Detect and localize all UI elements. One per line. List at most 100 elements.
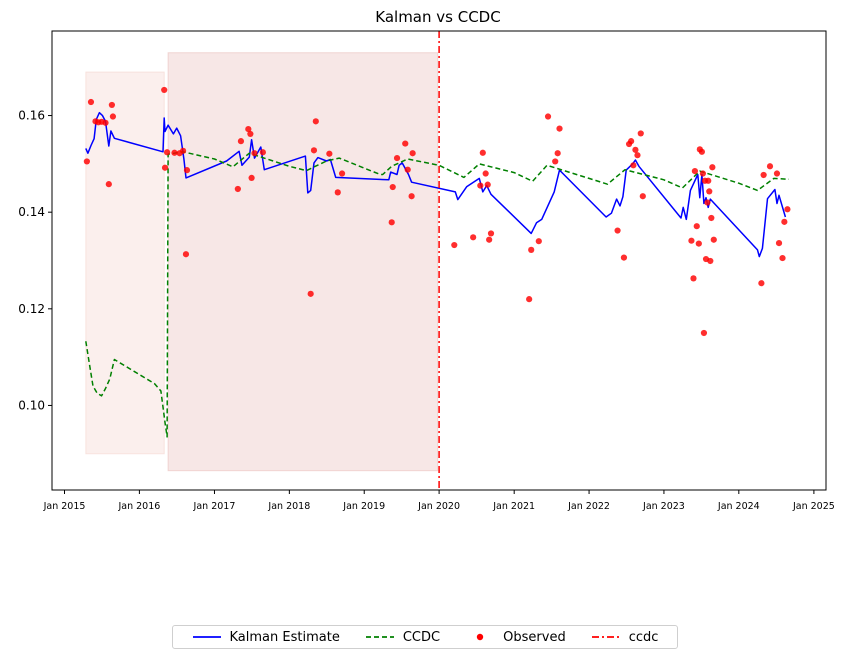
x-tick-label: Jan 2015 — [43, 501, 86, 512]
observed-point — [237, 138, 245, 145]
legend-item-ccdc-series: CCDC — [365, 630, 440, 645]
observed-point — [312, 118, 319, 125]
observed-point — [630, 162, 637, 169]
observed-point — [784, 206, 791, 213]
observed-point — [87, 98, 95, 106]
observed-point — [245, 125, 252, 133]
observed-point — [709, 164, 716, 171]
observed-point — [409, 150, 416, 157]
observed-point — [691, 168, 699, 175]
legend-label-observed: Observed — [503, 629, 566, 645]
observed-point — [706, 188, 713, 195]
x-tick-label: Jan 2016 — [117, 501, 160, 512]
observed-point — [451, 241, 458, 249]
legend-dot-icon — [476, 633, 484, 641]
x-tick-label: Jan 2017 — [193, 501, 236, 512]
observed-point — [773, 170, 781, 177]
observed-point — [83, 158, 90, 165]
observed-point — [698, 148, 705, 155]
x-tick-label: Jan 2025 — [792, 501, 835, 512]
observed-point — [247, 130, 254, 138]
shaded-region-1 — [85, 71, 165, 455]
observed-point — [620, 254, 628, 261]
x-axis: Jan 2015 Jan 2016 Jan 2017 Jan 2018 Jan 2019… — [43, 490, 835, 512]
observed-point — [234, 185, 241, 193]
observed-point — [482, 170, 489, 177]
legend-label-ccdc-line: ccdc — [628, 629, 659, 645]
legend-dashed-line-icon — [365, 636, 394, 638]
y-tick-label: 0.10 — [18, 398, 45, 412]
legend-solid-line-icon — [192, 636, 221, 638]
observed-point — [535, 238, 542, 245]
shaded-regions — [85, 52, 439, 472]
observed-point — [708, 214, 715, 222]
y-tick-label: 0.14 — [18, 205, 45, 219]
observed-point — [326, 150, 333, 157]
observed-point — [554, 150, 561, 157]
x-tick-label: Jan 2022 — [567, 501, 610, 512]
observed-point — [760, 171, 767, 179]
observed-point — [109, 113, 117, 120]
observed-point — [408, 193, 415, 200]
observed-point — [393, 154, 401, 162]
observed-point — [775, 240, 783, 247]
observed-point — [389, 183, 396, 191]
observed-point — [388, 219, 395, 226]
shaded-region-2 — [167, 52, 439, 472]
x-tick-label: Jan 2024 — [717, 501, 760, 512]
observed-point — [479, 149, 486, 156]
observed-point — [779, 254, 786, 262]
x-tick-label: Jan 2020 — [417, 501, 460, 512]
observed-point — [628, 138, 635, 145]
observed-point — [699, 170, 707, 177]
observed-point — [614, 227, 621, 234]
observed-point — [470, 234, 477, 241]
x-tick-label: Jan 2019 — [342, 501, 385, 512]
x-tick-label: Jan 2023 — [642, 501, 685, 512]
chart-title: Kalman vs CCDC — [375, 8, 500, 26]
observed-point — [526, 296, 533, 303]
observed-point — [338, 170, 346, 177]
observed-point — [695, 240, 702, 247]
observed-point — [477, 182, 484, 189]
observed-point — [161, 164, 169, 171]
observed-point — [163, 149, 171, 156]
observed-point — [634, 152, 641, 159]
observed-point — [251, 150, 258, 157]
observed-point — [108, 101, 116, 109]
observed-point — [758, 280, 765, 287]
observed-point — [688, 237, 695, 244]
y-tick-label: 0.12 — [18, 302, 45, 316]
observed-point — [334, 189, 341, 196]
observed-point — [179, 147, 187, 154]
observed-point — [637, 130, 644, 137]
observed-point — [248, 174, 255, 181]
observed-point — [552, 158, 559, 165]
observed-point — [402, 140, 409, 147]
observed-point — [487, 230, 495, 237]
observed-point — [484, 181, 491, 188]
observed-point — [766, 163, 774, 170]
kalman-estimate-line — [85, 111, 787, 258]
observed-point — [161, 86, 168, 94]
legend: Kalman Estimate CCDC Observed ccdc — [172, 625, 678, 649]
observed-point — [105, 181, 112, 188]
ccdc-series-line — [85, 151, 789, 438]
legend-item-kalman: Kalman Estimate — [192, 630, 340, 645]
observed-point — [693, 223, 700, 230]
legend-item-ccdc-line: ccdc — [591, 629, 659, 645]
observed-point — [102, 119, 109, 126]
observed-point — [705, 177, 712, 184]
legend-label-kalman: Kalman Estimate — [229, 629, 340, 645]
observed-point — [556, 125, 563, 132]
observed-point — [704, 199, 711, 206]
legend-dashdot-line-icon — [591, 636, 620, 638]
observed-point — [707, 257, 714, 265]
y-axis: 0.10 0.12 0.14 0.16 — [18, 109, 52, 412]
observed-point — [486, 236, 493, 243]
observed-point — [310, 147, 318, 154]
y-tick-label: 0.16 — [18, 109, 45, 123]
x-tick-label: Jan 2018 — [267, 501, 310, 512]
observed-point — [171, 149, 178, 156]
